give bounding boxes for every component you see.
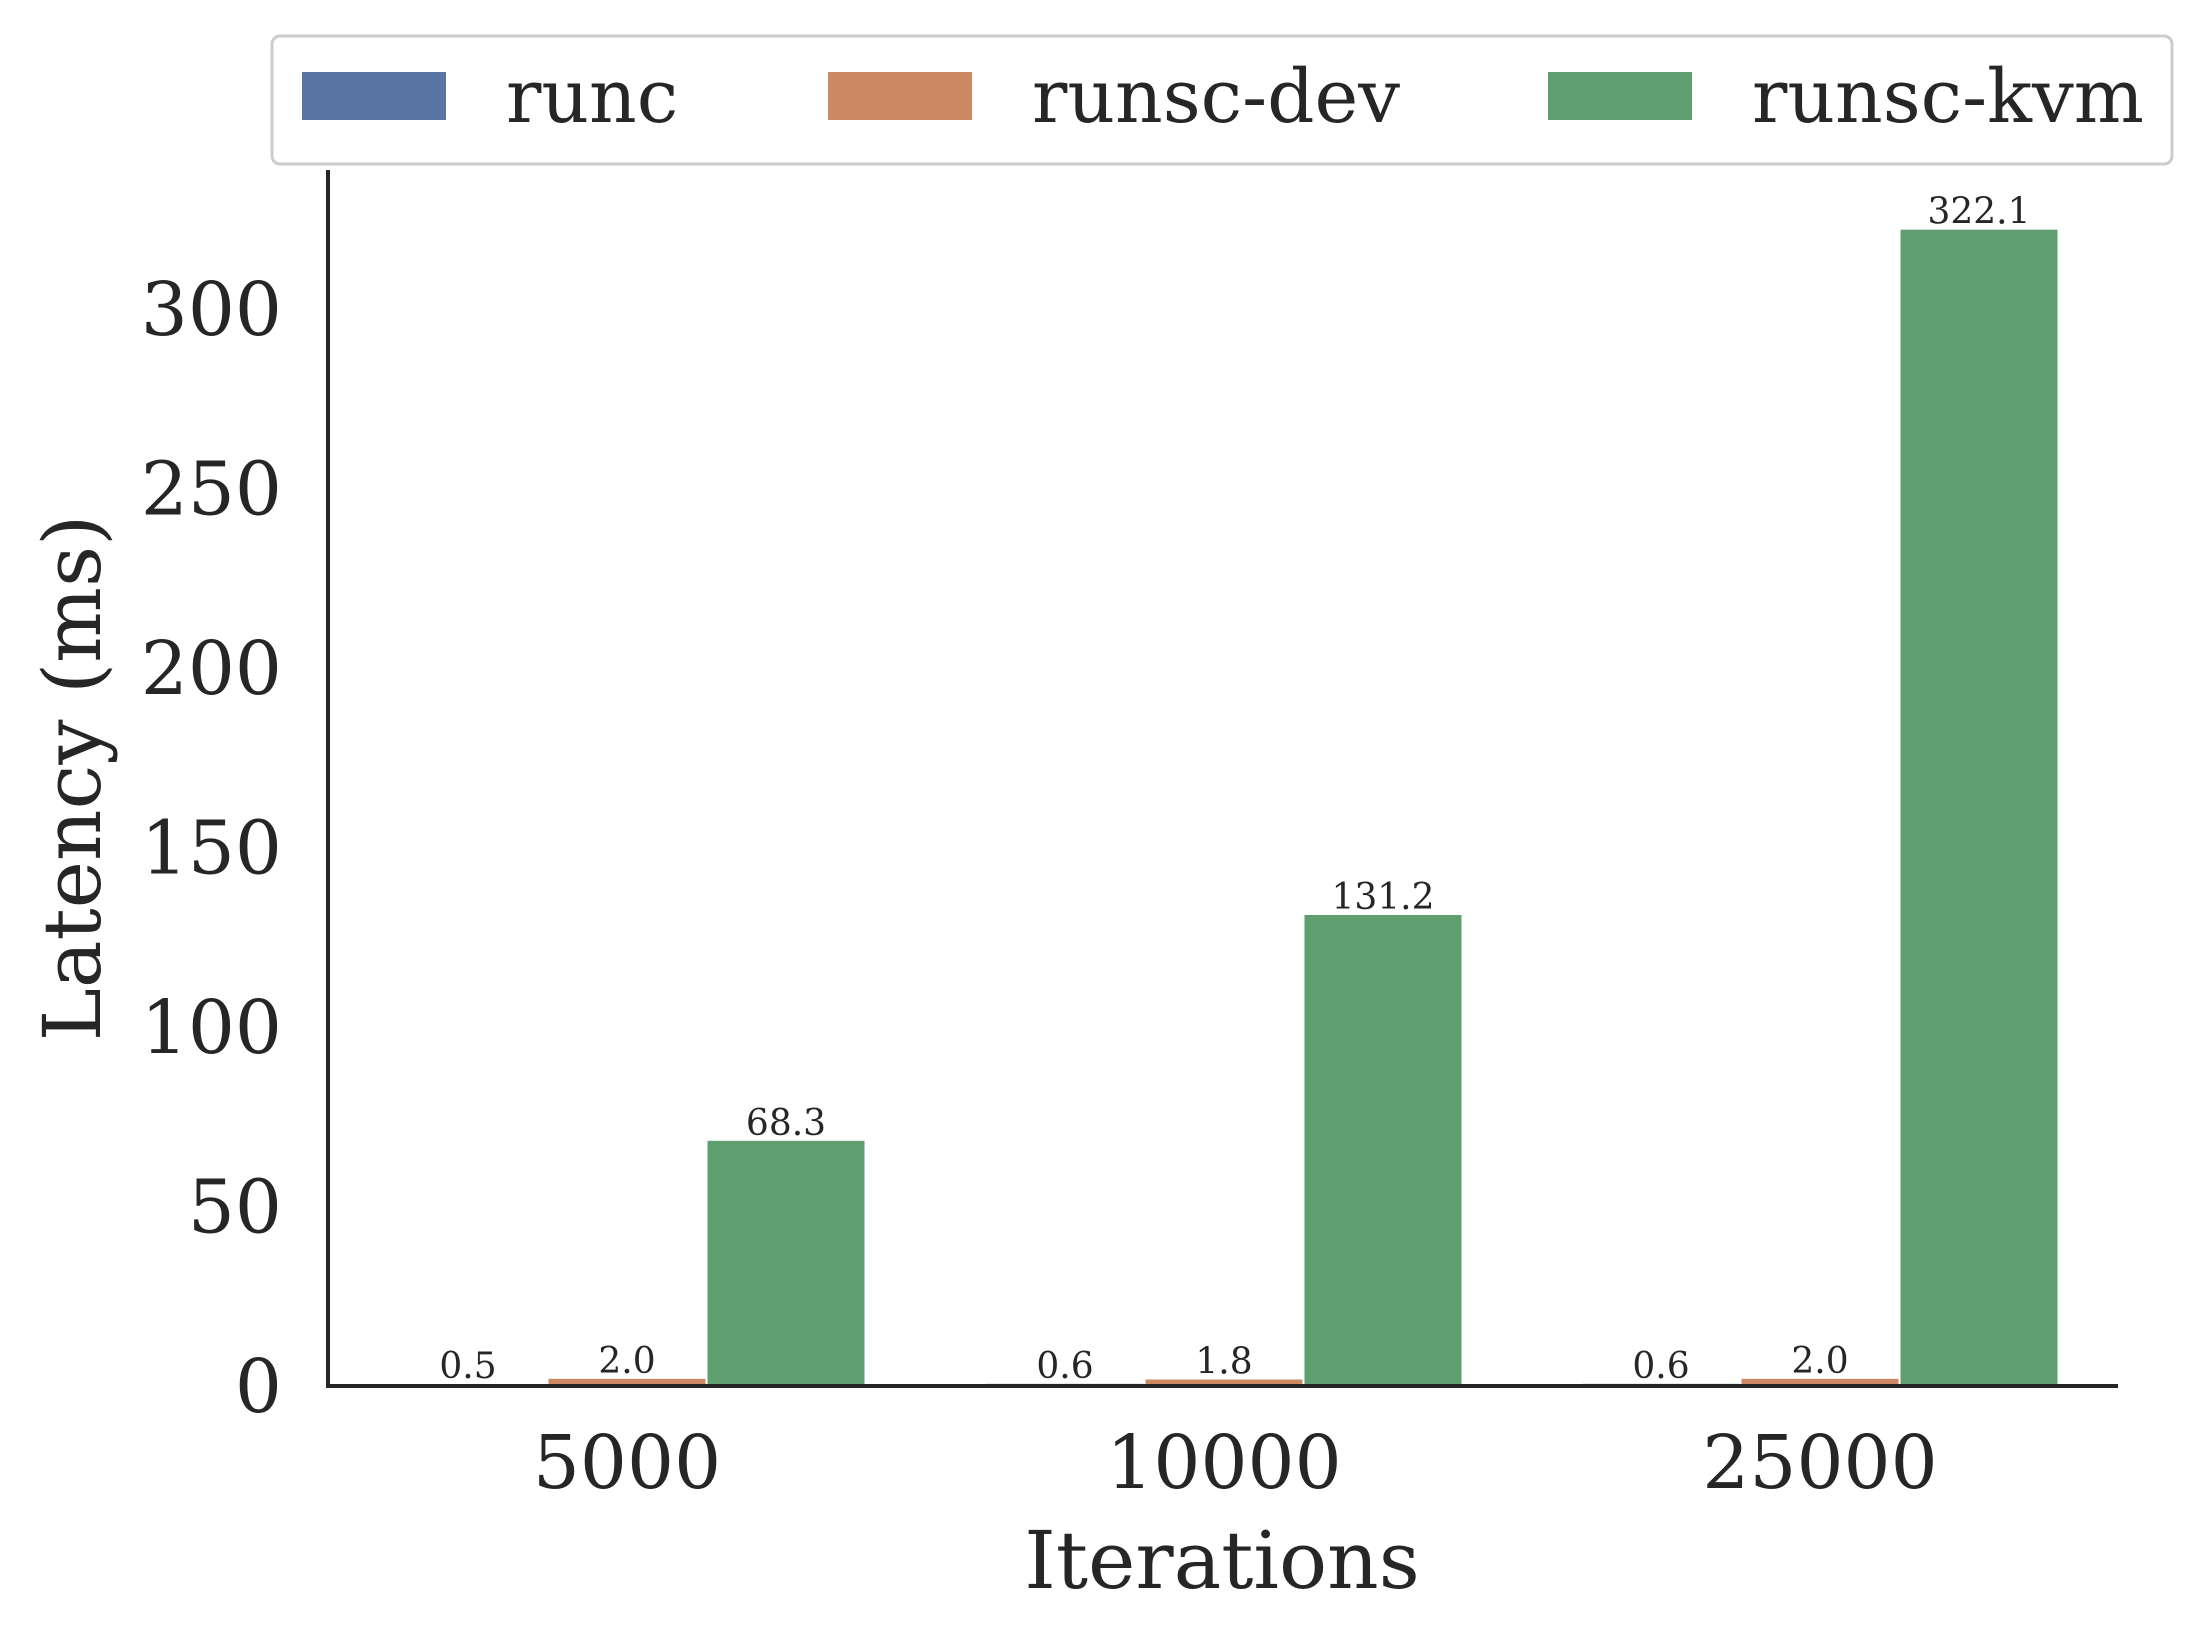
data-label-runsc-kvm-25000: 322.1: [1927, 192, 2030, 233]
data-label-runsc-kvm-10000: 131.2: [1331, 877, 1434, 918]
x-tick-label-10000: 10000: [1106, 1420, 1341, 1506]
bar-runsc-dev-5000: [548, 1378, 706, 1386]
x-tick-label-25000: 25000: [1702, 1420, 1937, 1506]
bar-runsc-kvm-5000: [707, 1140, 865, 1386]
data-label-runsc-dev-25000: 2.0: [1791, 1341, 1848, 1382]
y-tick-label-150: 150: [141, 806, 282, 892]
data-label-runc-10000: 0.6: [1036, 1346, 1093, 1387]
data-label-runsc-dev-10000: 1.8: [1195, 1342, 1252, 1383]
x-axis-title: Iterations: [1024, 1514, 1420, 1607]
y-tick-label-250: 250: [141, 447, 282, 533]
legend-label-runsc-kvm: runsc-kvm: [1752, 54, 2144, 140]
x-tick-label-5000: 5000: [533, 1420, 721, 1506]
data-label-runsc-kvm-5000: 68.3: [746, 1103, 826, 1144]
y-tick-label-0: 0: [235, 1344, 282, 1430]
legend-label-runsc-dev: runsc-dev: [1032, 54, 1400, 140]
y-tick-label-50: 50: [188, 1165, 282, 1251]
legend-swatch-runsc-dev: [828, 72, 972, 120]
data-label-runc-25000: 0.6: [1632, 1346, 1689, 1387]
y-tick-label-100: 100: [141, 985, 282, 1071]
bar-runsc-dev-10000: [1145, 1379, 1303, 1386]
bar-runsc-kvm-25000: [1900, 229, 2058, 1386]
y-tick-label-200: 200: [141, 626, 282, 712]
data-labels: 0.5 0.6 0.6 2.0 1.8 2.0 68.3 131.2 322.1: [439, 192, 2030, 1388]
bar-runsc-kvm-10000: [1304, 914, 1462, 1386]
legend: runc runsc-dev runsc-kvm: [270, 34, 2174, 166]
y-axis-title: Latency (ms): [26, 515, 119, 1042]
legend-swatch-runsc-kvm: [1548, 72, 1692, 120]
legend-swatch-runc: [302, 72, 446, 120]
data-label-runsc-dev-5000: 2.0: [598, 1341, 655, 1382]
bar-runsc-dev-25000: [1741, 1378, 1899, 1386]
x-tick-labels: 5000 10000 25000: [533, 1420, 1938, 1506]
legend-label-runc: runc: [506, 54, 678, 140]
legend-box: [270, 34, 2174, 166]
bars: [389, 229, 2058, 1386]
data-label-runc-5000: 0.5: [439, 1346, 496, 1387]
y-tick-label-300: 300: [141, 267, 282, 353]
y-tick-labels: 0 50 100 150 200 250 300: [141, 267, 282, 1430]
